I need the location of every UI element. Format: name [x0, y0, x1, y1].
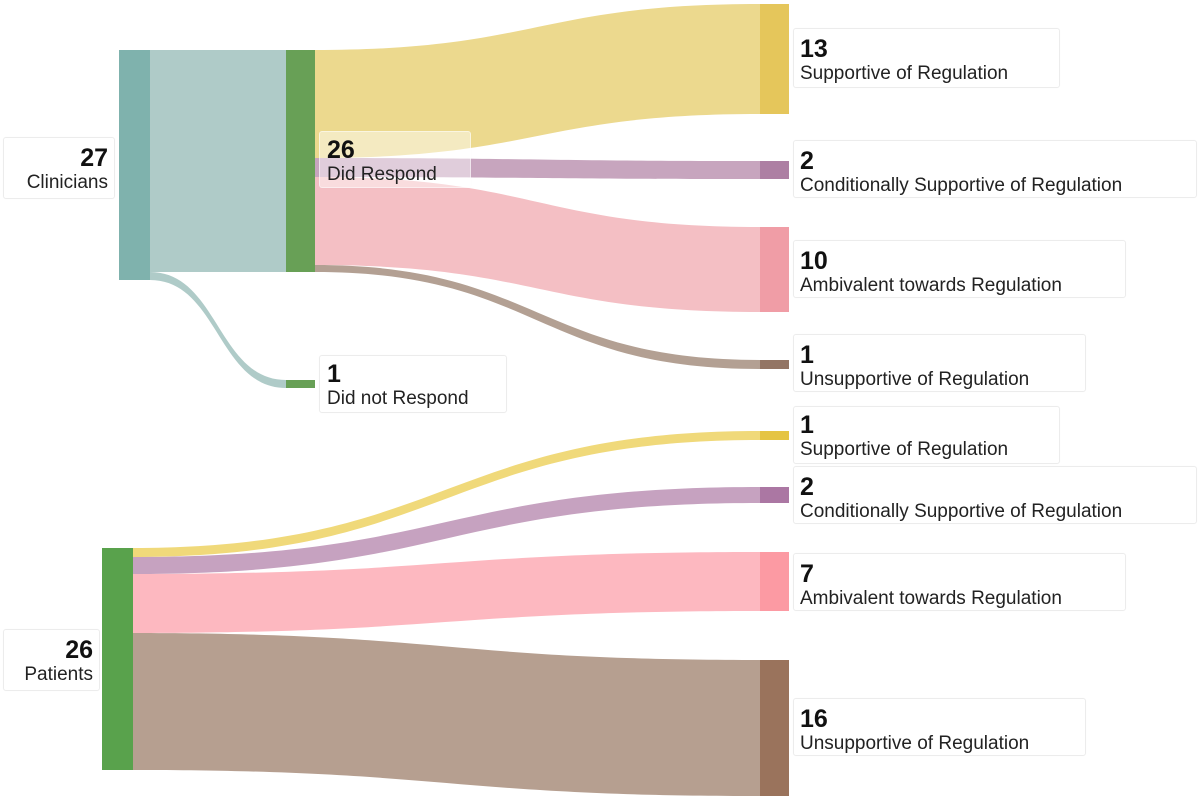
patients-outcome-label: 2 Conditionally Supportive of Regulation [793, 466, 1197, 524]
patients-source-label: 26 Patients [3, 629, 100, 691]
clinicians-outcome-node [760, 4, 789, 114]
did-respond-node [286, 50, 315, 272]
did-respond-count: 26 [327, 136, 355, 164]
clinicians-source-label: 27 Clinicians [3, 137, 115, 199]
clinicians-outcome-label: 10 Ambivalent towards Regulation [793, 240, 1126, 298]
flow-clinicians-did-not-respond [150, 272, 286, 388]
patients-outcome-node [760, 431, 789, 440]
flow-patients-outcome [133, 487, 760, 574]
flow-clinicians-did-respond [150, 50, 286, 272]
did-not-respond-text: Did not Respond [327, 388, 469, 409]
flow-patients-outcome [133, 552, 760, 633]
flow-clinicians-outcome [315, 4, 760, 158]
clinicians-count: 27 [80, 144, 108, 172]
outcome-text: Supportive of Regulation [800, 439, 1009, 460]
patients-outcome-node [760, 552, 789, 611]
outcome-text: Ambivalent towards Regulation [800, 588, 1062, 609]
outcome-count: 13 [800, 35, 828, 63]
clinicians-node [119, 50, 150, 280]
flow-patients-outcome [133, 431, 760, 557]
flow-clinicians-outcome [315, 158, 760, 179]
outcome-count: 10 [800, 247, 828, 275]
outcome-text: Conditionally Supportive of Regulation [800, 501, 1123, 522]
flow-patients-outcome [133, 633, 760, 796]
outcome-count: 1 [800, 341, 814, 369]
clinicians-outcome-node [760, 360, 789, 369]
outcome-text: Unsupportive of Regulation [800, 733, 1030, 754]
patients-outcome-node [760, 487, 789, 503]
flow-clinicians-outcome [315, 177, 760, 312]
patients-count: 26 [65, 636, 93, 664]
patients-outcome-node [760, 660, 789, 796]
did-respond-label: 26 Did Respond [319, 131, 471, 188]
did-not-respond-node [286, 380, 315, 388]
outcome-count: 16 [800, 705, 828, 733]
clinicians-outcome-node [760, 161, 789, 179]
clinicians-outcome-label: 2 Conditionally Supportive of Regulation [793, 140, 1197, 198]
outcome-text: Ambivalent towards Regulation [800, 275, 1062, 296]
did-not-respond-label: 1 Did not Respond [319, 355, 507, 413]
outcome-count: 2 [800, 147, 814, 175]
clinicians-outcome-label: 1 Unsupportive of Regulation [793, 334, 1086, 392]
clinicians-outcome-node [760, 227, 789, 312]
clinicians-label: Clinicians [26, 172, 108, 193]
patients-outcome-label: 7 Ambivalent towards Regulation [793, 553, 1126, 611]
did-respond-text: Did Respond [327, 164, 437, 185]
patients-outcome-label: 1 Supportive of Regulation [793, 406, 1060, 464]
patients-node [102, 548, 133, 770]
outcome-text: Unsupportive of Regulation [800, 369, 1030, 390]
clinicians-outcome-label: 13 Supportive of Regulation [793, 28, 1060, 88]
patients-outcome-label: 16 Unsupportive of Regulation [793, 698, 1086, 756]
outcome-count: 2 [800, 473, 814, 501]
outcome-text: Supportive of Regulation [800, 63, 1009, 84]
did-not-respond-count: 1 [327, 360, 341, 388]
patients-label: Patients [24, 664, 93, 685]
outcome-count: 7 [800, 560, 814, 588]
flow-clinicians-outcome [315, 265, 760, 369]
outcome-count: 1 [800, 411, 814, 439]
outcome-text: Conditionally Supportive of Regulation [800, 175, 1123, 196]
